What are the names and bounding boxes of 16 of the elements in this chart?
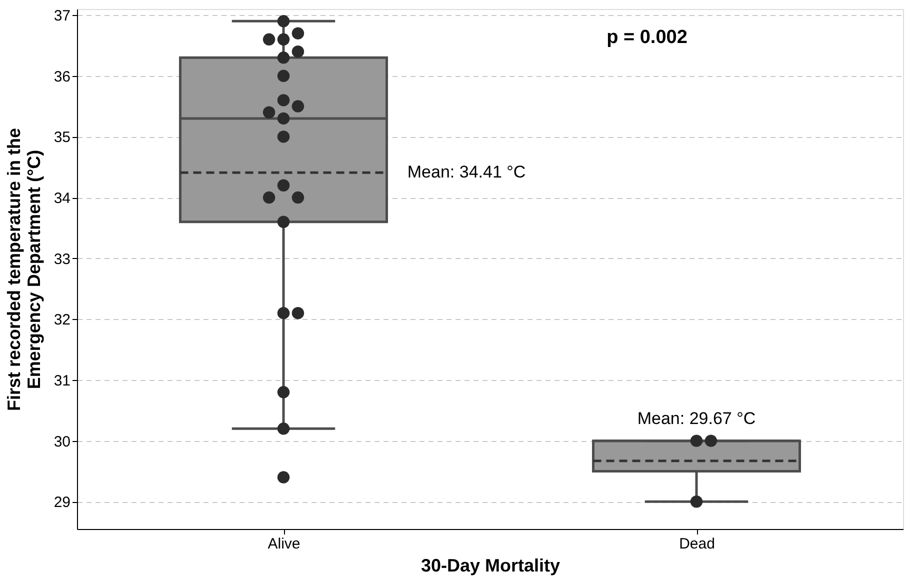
y-axis-title: First recorded temperature in the Emergency Department (°C): [4, 128, 44, 412]
y-tick-label: 31: [54, 372, 70, 390]
y-tick-label: 37: [54, 8, 70, 25]
y-tick-label: 35: [54, 129, 70, 146]
x-tick-label: Alive: [268, 536, 300, 552]
x-axis-title: 30-Day Mortality: [420, 556, 560, 576]
y-tick-label: 33: [54, 250, 70, 268]
y-tick-label: 36: [54, 68, 70, 86]
annotation: Mean: 34.41 °C: [407, 162, 526, 182]
y-tick-label: 32: [54, 312, 70, 329]
y-tick-label: 29: [54, 494, 70, 512]
y-tick-label: 30: [54, 433, 70, 450]
y-tick-label: 34: [54, 190, 70, 208]
annotation: p = 0.002: [606, 27, 688, 48]
x-tick-label: Dead: [679, 536, 715, 552]
annotation: Mean: 29.67 °C: [637, 409, 756, 428]
